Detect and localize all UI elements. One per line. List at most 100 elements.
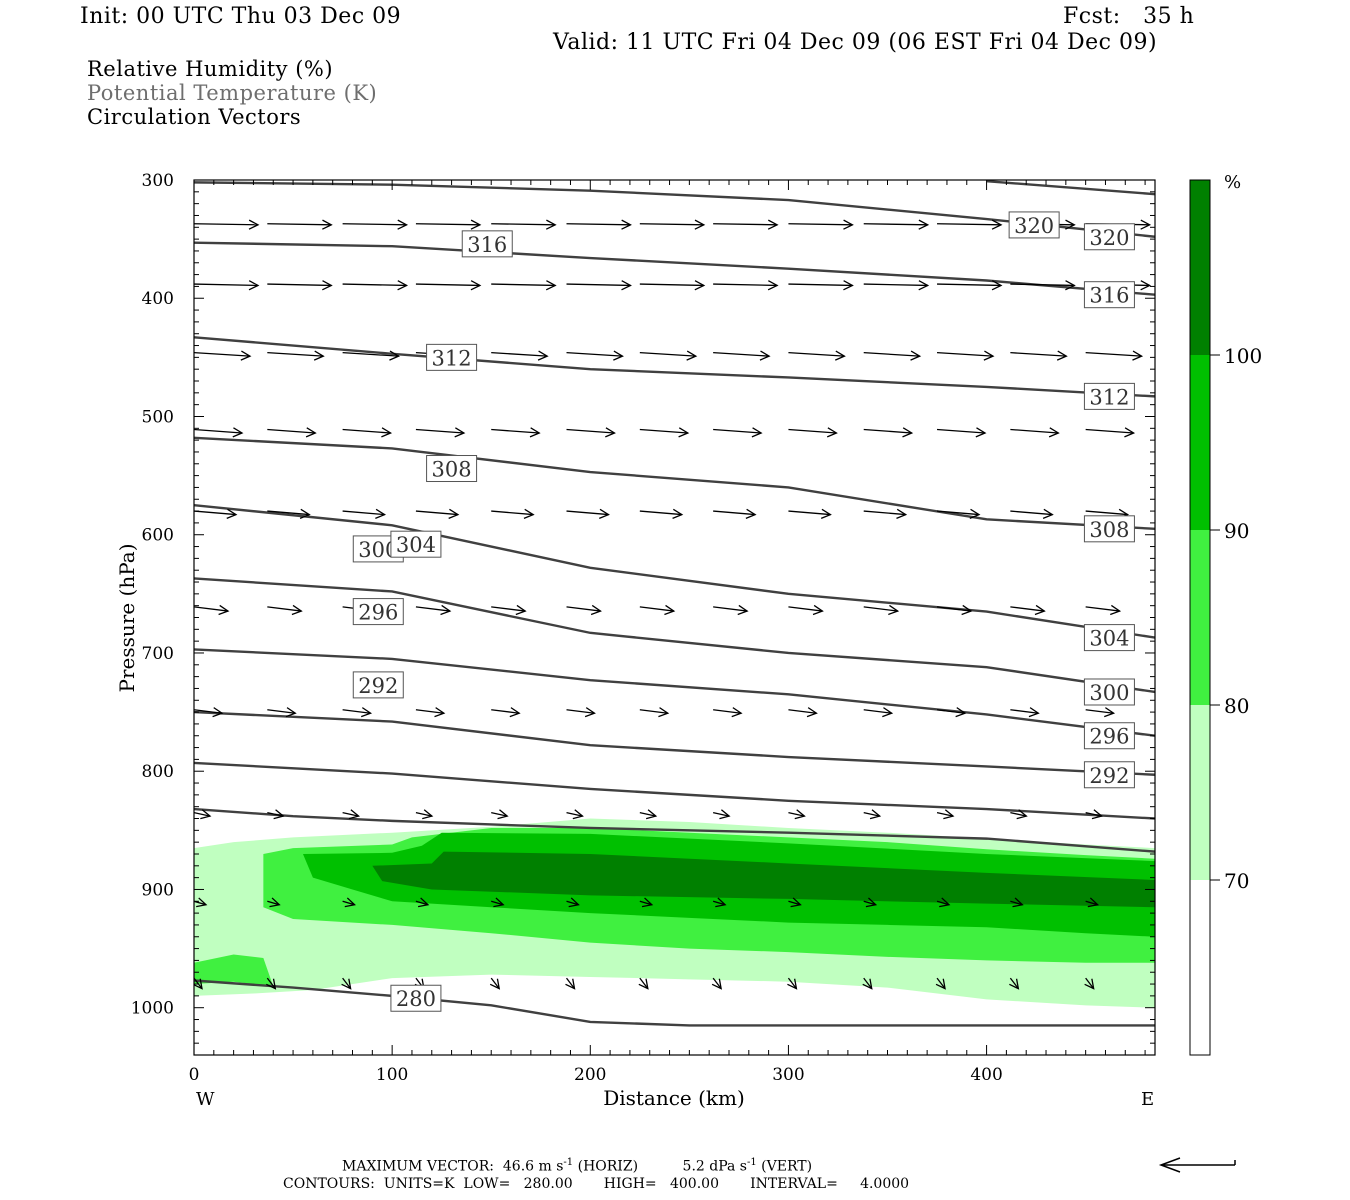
theta-contour-308 [194,436,1155,531]
theta-contour-296 [194,648,1155,737]
theta-contour-324 [986,180,1155,196]
theta-label: 280 [396,987,436,1011]
circulation-vector [862,977,873,990]
theta-label: 320 [1014,214,1054,238]
circulation-vector [566,707,596,718]
circulation-vector [1085,809,1104,820]
circulation-vector [1009,977,1020,990]
circulation-vector [491,427,541,438]
circulation-vector [267,897,281,908]
circulation-vector [713,219,779,230]
circulation-vector [194,809,212,820]
circulation-vector [194,508,238,519]
theta-label-box [1083,678,1135,706]
circulation-vector [491,707,521,718]
theta-contour-284 [194,807,1155,853]
theta-contour-300 [194,577,1155,694]
circulation-vector [491,350,549,361]
circulation-vector [713,707,743,718]
circulation-vector [489,977,501,990]
theta-label: 300 [1089,681,1129,705]
circulation-vector [267,280,333,291]
circulation-vector [267,604,303,616]
circulation-vector [415,219,482,230]
circulation-vector [1010,604,1046,616]
circulation-vector [267,809,285,820]
y-axis-title: Pressure (hPa) [115,544,139,693]
circulation-vector [194,604,230,616]
theta-label-box [1083,515,1135,543]
circulation-vector [639,219,706,230]
circulation-vector [342,897,356,908]
circulation-vector [788,707,818,718]
theta-label: 308 [1089,518,1129,542]
circulation-vector [936,604,973,616]
circulation-vector [341,977,352,990]
circulation-vector [712,809,731,820]
circulation-vector [566,809,584,820]
circulation-vector [863,707,894,718]
theta-label: 292 [1089,764,1129,788]
circulation-vector [415,427,466,438]
rh-region-100 [372,851,1155,908]
circulation-vector [566,897,580,908]
x-end-west: W [196,1089,215,1110]
circulation-vector [415,707,446,718]
theta-label: 316 [1089,284,1129,308]
theta-label: 312 [1089,385,1129,409]
theta-label-box [461,230,513,258]
circulation-vector [1010,350,1068,361]
colorbar-segment [1190,705,1210,880]
circulation-vector [1010,809,1028,820]
theta-contour-280 [194,979,1155,1027]
theta-label: 308 [432,458,472,482]
reference-vector [1158,1157,1236,1173]
theta-contour-288 [194,761,1155,820]
circulation-vector [863,280,930,291]
circulation-vector [937,350,995,361]
circulation-vector [935,977,946,990]
circulation-vector [788,280,854,291]
circulation-vector [713,280,779,291]
theta-label-box [1083,223,1135,251]
circulation-vector [1085,427,1136,438]
circulation-vector [788,219,854,230]
circulation-vector [937,280,1003,291]
theta-label-box [1083,281,1135,309]
circulation-vector [194,897,208,908]
theta-label-box [426,455,478,483]
circulation-vector [566,508,610,519]
circulation-vector [1084,977,1095,990]
valid-time: Valid: 11 UTC Fri 04 Dec 09 (06 EST Fri … [553,30,1158,55]
colorbar-segment [1190,355,1210,530]
field-vectors-label: Circulation Vectors [87,105,302,129]
theta-label-box [426,343,478,371]
theta-contour-316 [194,241,1155,296]
circulation-vector [713,508,757,519]
circulation-vector [713,604,749,616]
circulation-vector [936,427,987,438]
y-tick-label: 500 [142,407,174,427]
field-rh-label: Relative Humidity (%) [87,57,334,81]
y-tick-label: 900 [142,880,174,900]
circulation-vector [566,427,616,438]
circulation-vector [491,508,535,519]
circulation-vector [565,977,576,990]
theta-contour-312 [194,336,1155,398]
circulation-vector [342,809,361,820]
x-tick-label: 300 [772,1065,804,1085]
circulation-vector [788,508,832,519]
colorbar-label: 100 [1224,344,1262,368]
circulation-vector [266,977,277,990]
circulation-vector [638,977,649,990]
circulation-vector [639,350,698,361]
circulation-vector [639,508,684,519]
circulation-vector [936,707,967,718]
y-tick-label: 300 [142,171,174,191]
circulation-vector [342,350,401,361]
circulation-vector [342,707,373,718]
circulation-vector [1010,508,1054,519]
circulation-vector [267,508,311,519]
theta-label: 316 [467,233,507,257]
